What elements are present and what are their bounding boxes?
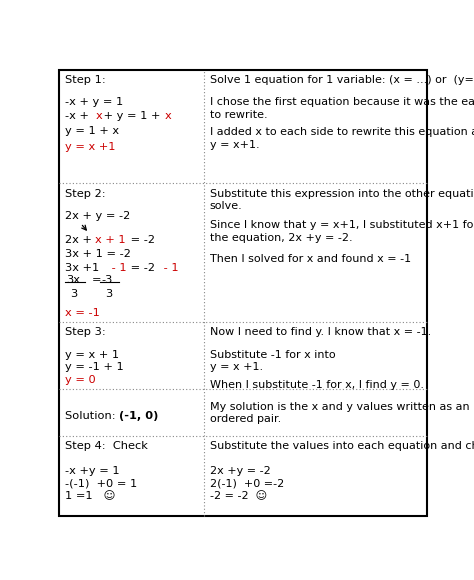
Text: (-1, 0): (-1, 0) [119,411,159,420]
Text: =: = [91,275,101,285]
Text: Step 4:  Check: Step 4: Check [65,441,148,451]
Text: Step 3:: Step 3: [65,327,106,338]
Text: y = x+1.: y = x+1. [210,140,259,150]
Text: + y = 1 +: + y = 1 + [100,111,164,121]
Text: x + 1: x + 1 [95,235,126,245]
Text: Solve 1 equation for 1 variable: (x = ...) or  (y=...): Solve 1 equation for 1 variable: (x = ..… [210,75,474,85]
Text: solve.: solve. [210,201,243,211]
Text: Step 1:: Step 1: [65,75,106,85]
Text: Step 2:: Step 2: [65,189,106,199]
Text: Solution:: Solution: [65,411,119,420]
Text: y = -1 + 1: y = -1 + 1 [65,362,124,372]
Text: y = x +1: y = x +1 [65,143,116,153]
Text: -2 = -2  ☺: -2 = -2 ☺ [210,491,267,501]
Text: y = 1 + x: y = 1 + x [65,126,119,136]
Text: My solution is the x and y values written as an: My solution is the x and y values writte… [210,402,469,412]
Text: 2x +y = -2: 2x +y = -2 [210,466,271,476]
Text: Now I need to find y. I know that x = -1.: Now I need to find y. I know that x = -1… [210,327,431,338]
Text: 3x +1: 3x +1 [65,263,100,273]
Text: = -2: = -2 [127,263,155,273]
Text: - 1: - 1 [160,263,179,273]
Text: Substitute -1 for x into: Substitute -1 for x into [210,350,336,360]
Text: y = x +1.: y = x +1. [210,362,263,372]
Text: y = 0: y = 0 [65,375,96,385]
FancyBboxPatch shape [59,70,427,516]
Text: 3: 3 [105,289,112,299]
Text: -x +: -x + [65,111,92,121]
Text: -x +y = 1: -x +y = 1 [65,466,120,476]
Text: x: x [95,111,102,121]
Text: the equation, 2x +y = -2.: the equation, 2x +y = -2. [210,233,353,242]
Text: Then I solved for x and found x = -1: Then I solved for x and found x = -1 [210,254,411,264]
Text: When I substitute -1 for x, I find y = 0.: When I substitute -1 for x, I find y = 0… [210,380,424,390]
Text: = -2: = -2 [127,235,155,245]
Text: Since I know that y = x+1, I substituted x+1 for y into: Since I know that y = x+1, I substituted… [210,220,474,230]
Text: -3: -3 [102,275,113,285]
Text: -(-1)  +0 = 1: -(-1) +0 = 1 [65,478,137,489]
Text: ordered pair.: ordered pair. [210,414,281,425]
Text: to rewrite.: to rewrite. [210,110,267,120]
Text: 3x + 1 = -2: 3x + 1 = -2 [65,249,131,259]
Text: 3: 3 [70,289,78,299]
Text: 3x: 3x [66,275,81,285]
Text: y = x + 1: y = x + 1 [65,350,119,360]
Text: 2(-1)  +0 =-2: 2(-1) +0 =-2 [210,478,284,489]
Text: I chose the first equation because it was the easiest: I chose the first equation because it wa… [210,97,474,107]
Text: I added x to each side to rewrite this equation as: I added x to each side to rewrite this e… [210,128,474,137]
Text: x: x [165,111,172,121]
Text: Substitute the values into each equation and check!: Substitute the values into each equation… [210,441,474,451]
Text: 1 =1   ☺: 1 =1 ☺ [65,491,116,501]
Text: x = -1: x = -1 [65,307,100,318]
Text: -x + y = 1: -x + y = 1 [65,97,123,107]
Text: - 1: - 1 [109,263,127,273]
Text: Substitute this expression into the other equation and: Substitute this expression into the othe… [210,189,474,199]
Text: 2x +: 2x + [65,235,96,245]
Text: 2x + y = -2: 2x + y = -2 [65,211,130,222]
